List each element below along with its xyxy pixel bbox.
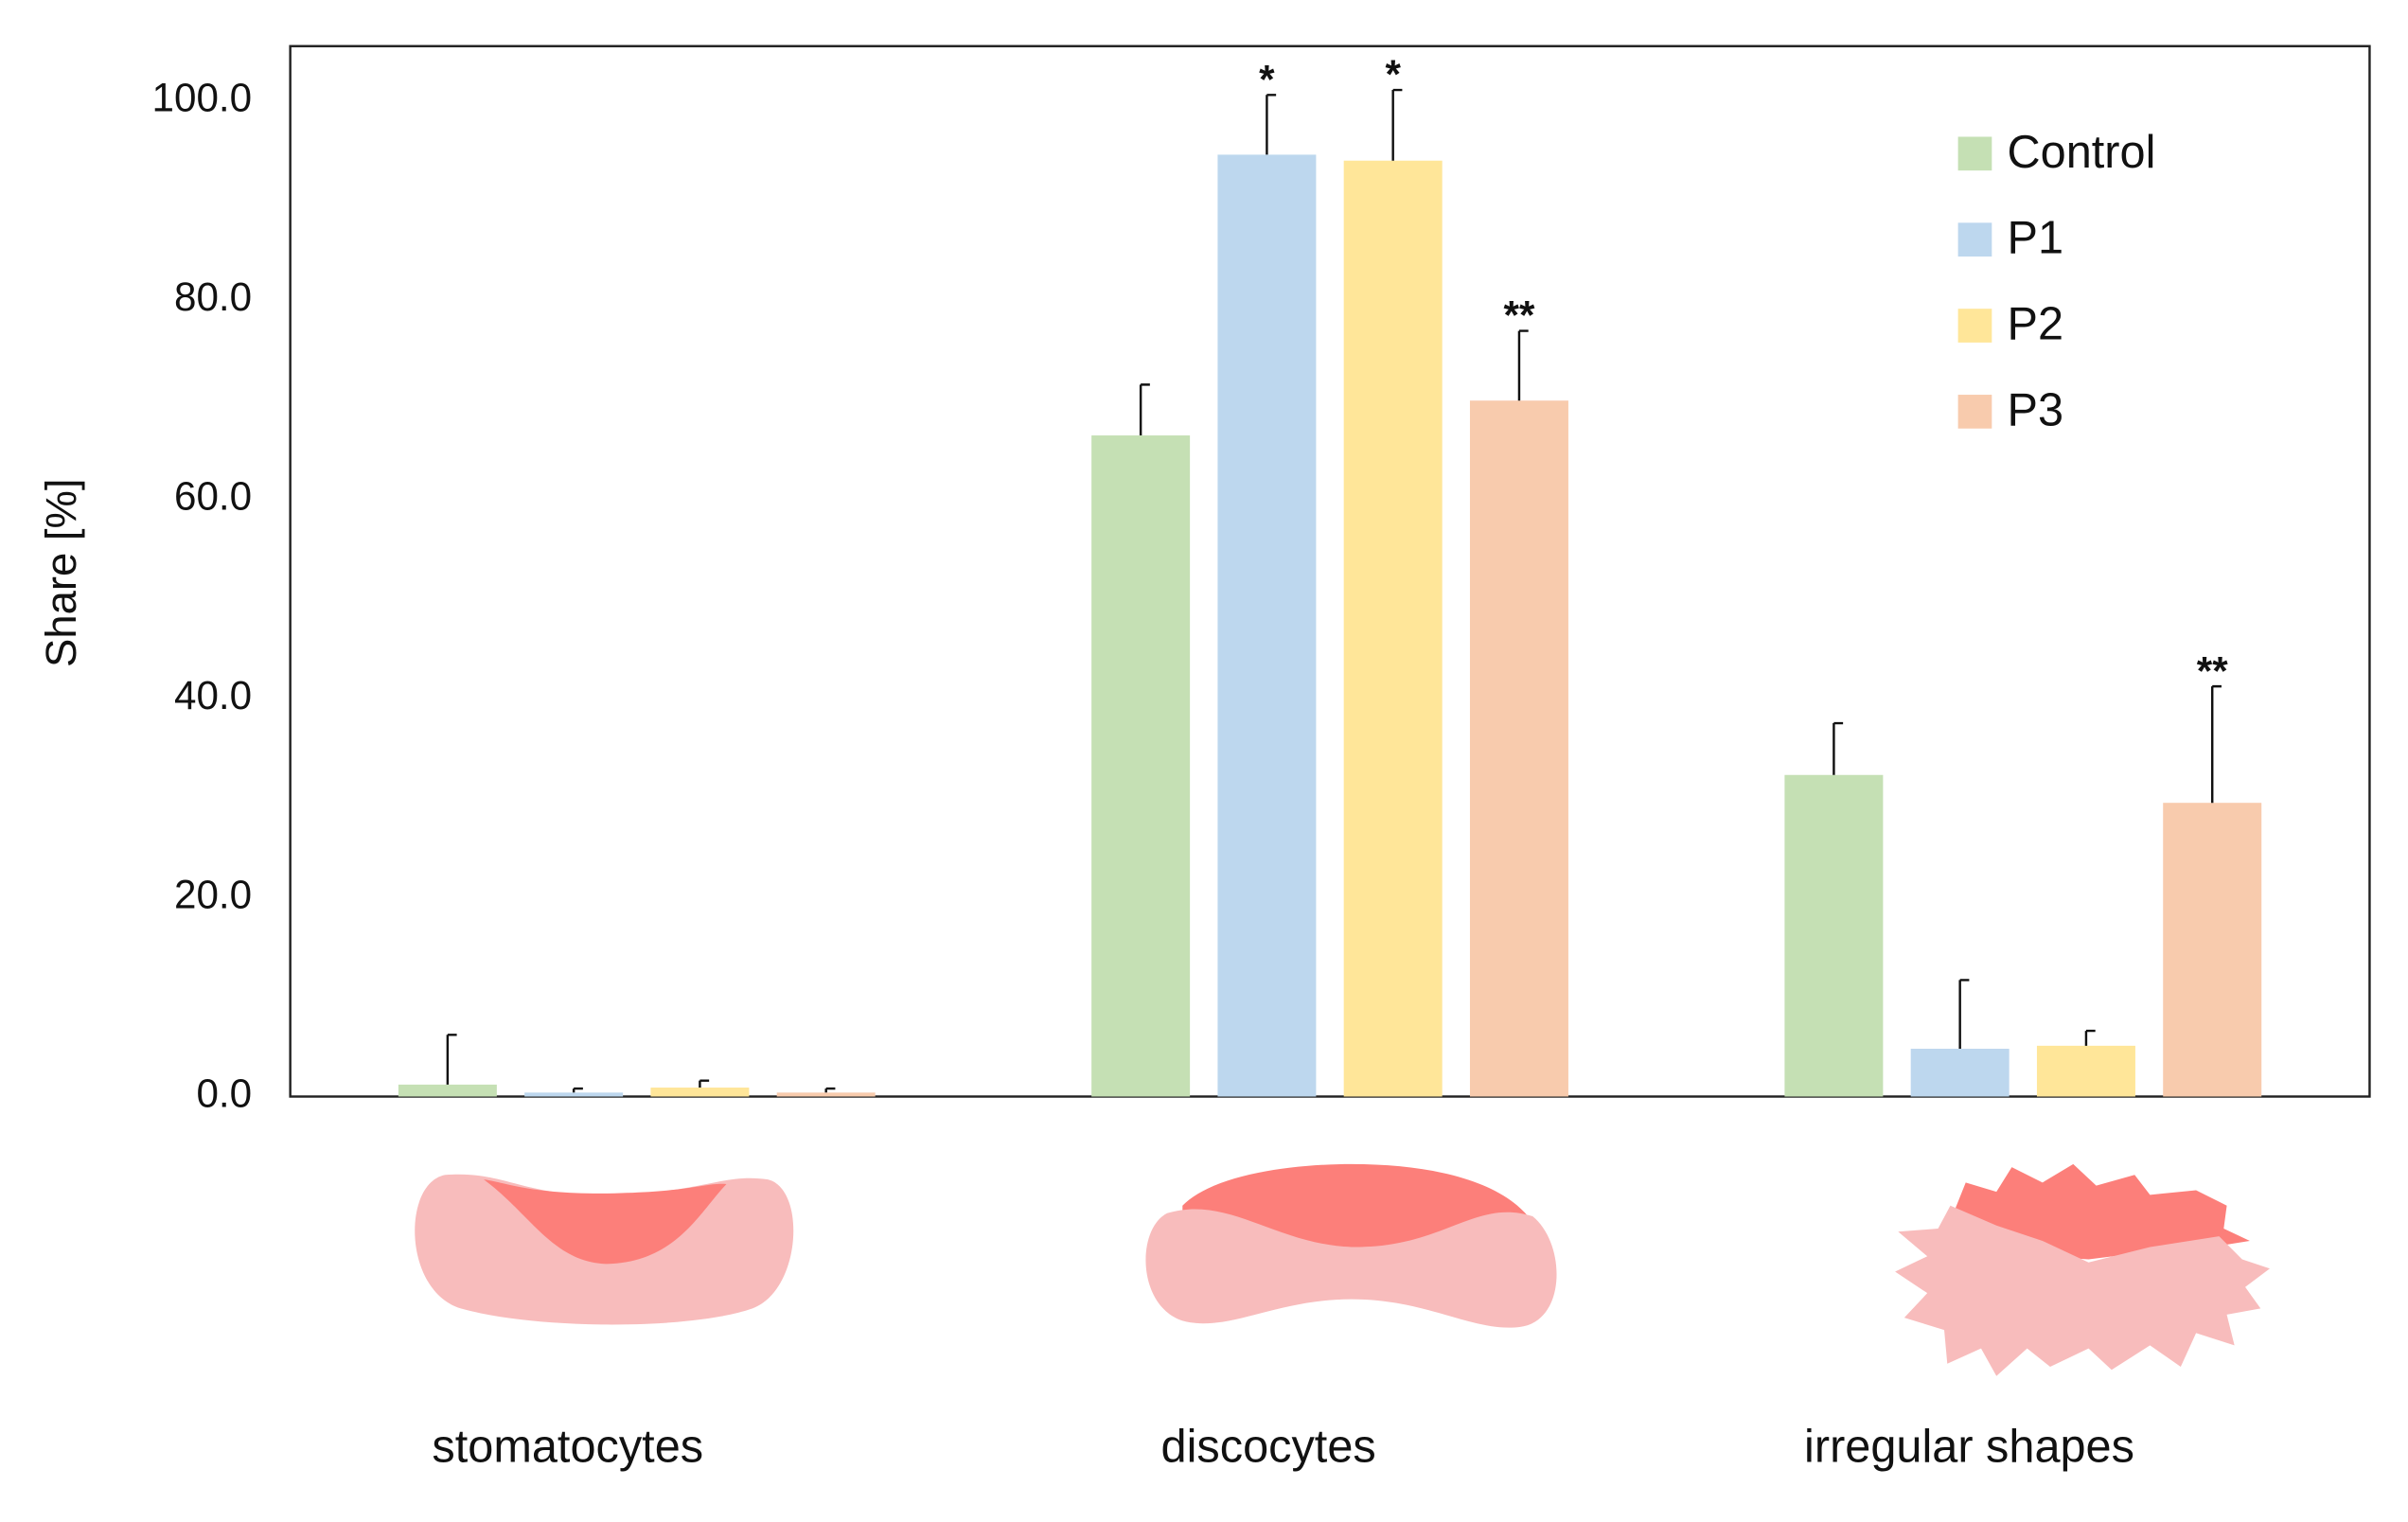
bar	[2163, 803, 2262, 1097]
bar	[776, 1092, 876, 1097]
significance-label: **	[2197, 648, 2228, 693]
plot-frame	[289, 44, 2371, 1098]
error-bar	[1266, 94, 1277, 155]
legend-swatch	[1957, 395, 1992, 429]
bar	[1910, 1049, 2010, 1097]
bar	[1217, 154, 1317, 1097]
y-tick-label: 20.0	[174, 872, 252, 916]
error-bar	[699, 1079, 710, 1088]
y-axis-title: Share [%]	[37, 479, 85, 667]
error-bar	[1833, 721, 1844, 775]
stomatocyte-illustration	[415, 1174, 794, 1325]
error-bar	[1391, 88, 1403, 161]
irregular-illustration	[1895, 1163, 2270, 1376]
bar	[1784, 774, 1884, 1097]
error-bar	[1139, 383, 1150, 436]
discocyte-illustration	[1145, 1163, 1557, 1328]
legend-label: P3	[2008, 384, 2064, 435]
y-tick-label: 40.0	[174, 673, 252, 717]
error-bar	[1517, 329, 1529, 401]
y-tick-label: 0.0	[196, 1071, 252, 1116]
bar	[650, 1088, 750, 1097]
error-bar	[824, 1087, 836, 1093]
error-bar	[2211, 684, 2222, 804]
bar	[2036, 1045, 2135, 1097]
legend-label: P2	[2008, 299, 2064, 350]
legend-swatch	[1957, 309, 1992, 343]
x-category-label: discocytes	[1161, 1422, 1376, 1473]
significance-label: **	[1504, 293, 1535, 338]
error-bar	[572, 1087, 583, 1093]
bar	[524, 1092, 624, 1097]
legend-label: Control	[2008, 127, 2156, 178]
x-category-label: irregular shapes	[1804, 1422, 2134, 1473]
y-tick-label: 80.0	[174, 274, 252, 319]
bar	[1469, 400, 1568, 1097]
bar	[1343, 160, 1443, 1097]
y-tick-label: 100.0	[152, 76, 253, 120]
legend-swatch	[1957, 136, 1992, 171]
error-bar	[1958, 979, 1970, 1050]
legend-swatch	[1957, 222, 1992, 257]
x-category-label: stomatocytes	[432, 1422, 703, 1473]
legend-label: P1	[2008, 213, 2064, 264]
significance-label: *	[1259, 57, 1275, 101]
bar	[398, 1084, 497, 1097]
y-tick-label: 60.0	[174, 474, 252, 519]
error-bar	[2084, 1029, 2096, 1046]
significance-label: *	[1385, 52, 1401, 97]
error-bar	[446, 1034, 457, 1085]
bar	[1091, 435, 1191, 1097]
